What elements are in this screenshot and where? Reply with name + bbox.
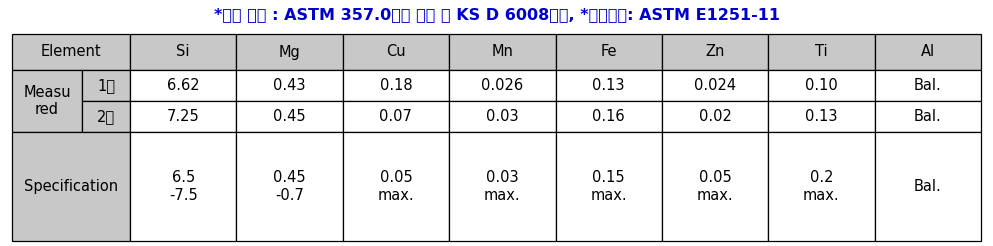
Bar xyxy=(662,70,769,101)
Text: Bal.: Bal. xyxy=(914,78,941,93)
Bar xyxy=(449,101,555,132)
Bar xyxy=(82,101,130,132)
Text: 0.03
max.: 0.03 max. xyxy=(484,170,520,203)
Text: Cu: Cu xyxy=(386,45,406,60)
Text: Al: Al xyxy=(921,45,934,60)
Text: 0.45: 0.45 xyxy=(273,109,306,124)
Text: Mg: Mg xyxy=(279,45,301,60)
Bar xyxy=(555,70,662,101)
Bar xyxy=(449,34,555,70)
Text: Mn: Mn xyxy=(492,45,513,60)
Bar xyxy=(12,34,130,70)
Bar xyxy=(555,34,662,70)
Text: Measu
red: Measu red xyxy=(23,85,71,117)
Bar xyxy=(236,34,343,70)
Text: 0.02: 0.02 xyxy=(699,109,732,124)
Bar xyxy=(343,70,449,101)
Text: Bal.: Bal. xyxy=(914,109,941,124)
Bar xyxy=(12,70,82,132)
Bar xyxy=(130,34,236,70)
Text: 0.026: 0.026 xyxy=(482,78,523,93)
Text: 7.25: 7.25 xyxy=(167,109,200,124)
Text: 0.45
-0.7: 0.45 -0.7 xyxy=(273,170,306,203)
Text: Si: Si xyxy=(177,45,190,60)
Bar xyxy=(130,132,236,241)
Text: 0.05
max.: 0.05 max. xyxy=(377,170,414,203)
Text: 0.03: 0.03 xyxy=(486,109,518,124)
Bar xyxy=(236,101,343,132)
Text: 0.13: 0.13 xyxy=(805,109,838,124)
Text: Specification: Specification xyxy=(24,179,118,194)
Bar xyxy=(130,101,236,132)
Text: 0.2
max.: 0.2 max. xyxy=(803,170,840,203)
Bar xyxy=(343,34,449,70)
Text: 0.16: 0.16 xyxy=(593,109,625,124)
Text: *재질 규격 : ASTM 357.0관련 규격 및 KS D 6008참조, *시험방법: ASTM E1251-11: *재질 규격 : ASTM 357.0관련 규격 및 KS D 6008참조, … xyxy=(213,7,780,22)
Bar xyxy=(130,70,236,101)
Bar xyxy=(875,132,981,241)
Bar xyxy=(449,132,555,241)
Bar xyxy=(769,101,875,132)
Text: 0.15
max.: 0.15 max. xyxy=(591,170,627,203)
Bar xyxy=(875,70,981,101)
Bar xyxy=(12,132,130,241)
Text: 0.43: 0.43 xyxy=(273,78,306,93)
Bar xyxy=(343,132,449,241)
Text: 0.18: 0.18 xyxy=(379,78,412,93)
Bar xyxy=(236,132,343,241)
Text: 6.5
-7.5: 6.5 -7.5 xyxy=(169,170,198,203)
Text: Fe: Fe xyxy=(601,45,617,60)
Text: 6.62: 6.62 xyxy=(167,78,200,93)
Bar xyxy=(555,101,662,132)
Text: Zn: Zn xyxy=(705,45,725,60)
Text: Ti: Ti xyxy=(815,45,828,60)
Text: 2차: 2차 xyxy=(97,109,115,124)
Bar xyxy=(662,101,769,132)
Bar xyxy=(662,34,769,70)
Bar xyxy=(662,132,769,241)
Bar xyxy=(236,70,343,101)
Bar xyxy=(449,70,555,101)
Bar xyxy=(875,101,981,132)
Text: Element: Element xyxy=(41,45,101,60)
Text: 1차: 1차 xyxy=(97,78,115,93)
Bar xyxy=(343,101,449,132)
Bar xyxy=(875,34,981,70)
Bar xyxy=(769,70,875,101)
Bar xyxy=(769,34,875,70)
Bar xyxy=(555,132,662,241)
Text: 0.07: 0.07 xyxy=(379,109,412,124)
Text: 0.05
max.: 0.05 max. xyxy=(697,170,734,203)
Text: 0.10: 0.10 xyxy=(805,78,838,93)
Bar xyxy=(769,132,875,241)
Text: 0.13: 0.13 xyxy=(593,78,625,93)
Text: 0.024: 0.024 xyxy=(694,78,736,93)
Bar xyxy=(82,70,130,101)
Text: Bal.: Bal. xyxy=(914,179,941,194)
